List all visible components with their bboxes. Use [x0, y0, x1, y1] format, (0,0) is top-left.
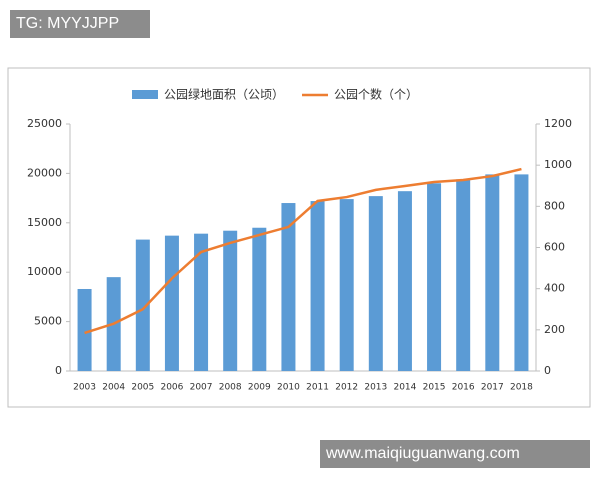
x-tick-label: 2008: [219, 383, 242, 393]
x-tick-label: 2009: [248, 383, 271, 393]
x-tick-label: 2016: [452, 383, 475, 393]
x-tick-label: 2018: [510, 383, 533, 393]
bar: [456, 179, 471, 371]
y2-tick-label: 200: [544, 323, 565, 336]
bar: [368, 196, 383, 371]
y2-tick-label: 800: [544, 199, 565, 212]
bar: [281, 203, 296, 371]
watermark: www.maiqiuguanwang.com: [320, 440, 590, 468]
y-tick-label: 25000: [27, 117, 62, 130]
bar: [194, 233, 209, 371]
legend-swatch: [132, 90, 158, 99]
x-tick-label: 2011: [306, 383, 329, 393]
x-tick-label: 2012: [335, 383, 358, 393]
bar: [77, 288, 92, 371]
bar: [310, 201, 325, 371]
y-tick-label: 15000: [27, 216, 62, 229]
x-tick-label: 2006: [160, 383, 183, 393]
x-tick-label: 2017: [481, 383, 504, 393]
y2-tick-label: 1200: [544, 117, 572, 130]
y-tick-label: 5000: [34, 315, 62, 328]
y-tick-label: 10000: [27, 265, 62, 278]
y-tick-label: 0: [55, 364, 62, 377]
bar: [485, 174, 500, 371]
watermark: TG: MYYJJPP: [10, 10, 150, 38]
x-tick-label: 2014: [393, 383, 416, 393]
y2-tick-label: 600: [544, 241, 565, 254]
bar: [397, 191, 412, 371]
bar: [427, 183, 442, 371]
x-tick-label: 2010: [277, 383, 300, 393]
y2-tick-label: 0: [544, 364, 551, 377]
chart-frame: [7, 67, 591, 408]
bar: [339, 199, 354, 371]
line: [84, 167, 522, 335]
bar: [164, 235, 179, 371]
bar: [223, 230, 238, 371]
x-tick-label: 2004: [102, 383, 125, 393]
legend-label: 公园个数（个）: [334, 87, 418, 102]
y2-tick-label: 400: [544, 282, 565, 295]
legend-label: 公园绿地面积（公顷）: [164, 87, 284, 102]
x-tick-label: 2003: [73, 383, 96, 393]
y-tick-label: 20000: [27, 166, 62, 179]
y2-tick-label: 1000: [544, 158, 572, 171]
x-tick-label: 2015: [423, 383, 446, 393]
x-tick-label: 2005: [131, 383, 154, 393]
bar: [106, 277, 121, 371]
bar: [514, 174, 529, 371]
bar: [252, 227, 267, 371]
x-tick-label: 2013: [364, 383, 387, 393]
x-tick-label: 2007: [190, 383, 213, 393]
bar: [135, 239, 150, 371]
